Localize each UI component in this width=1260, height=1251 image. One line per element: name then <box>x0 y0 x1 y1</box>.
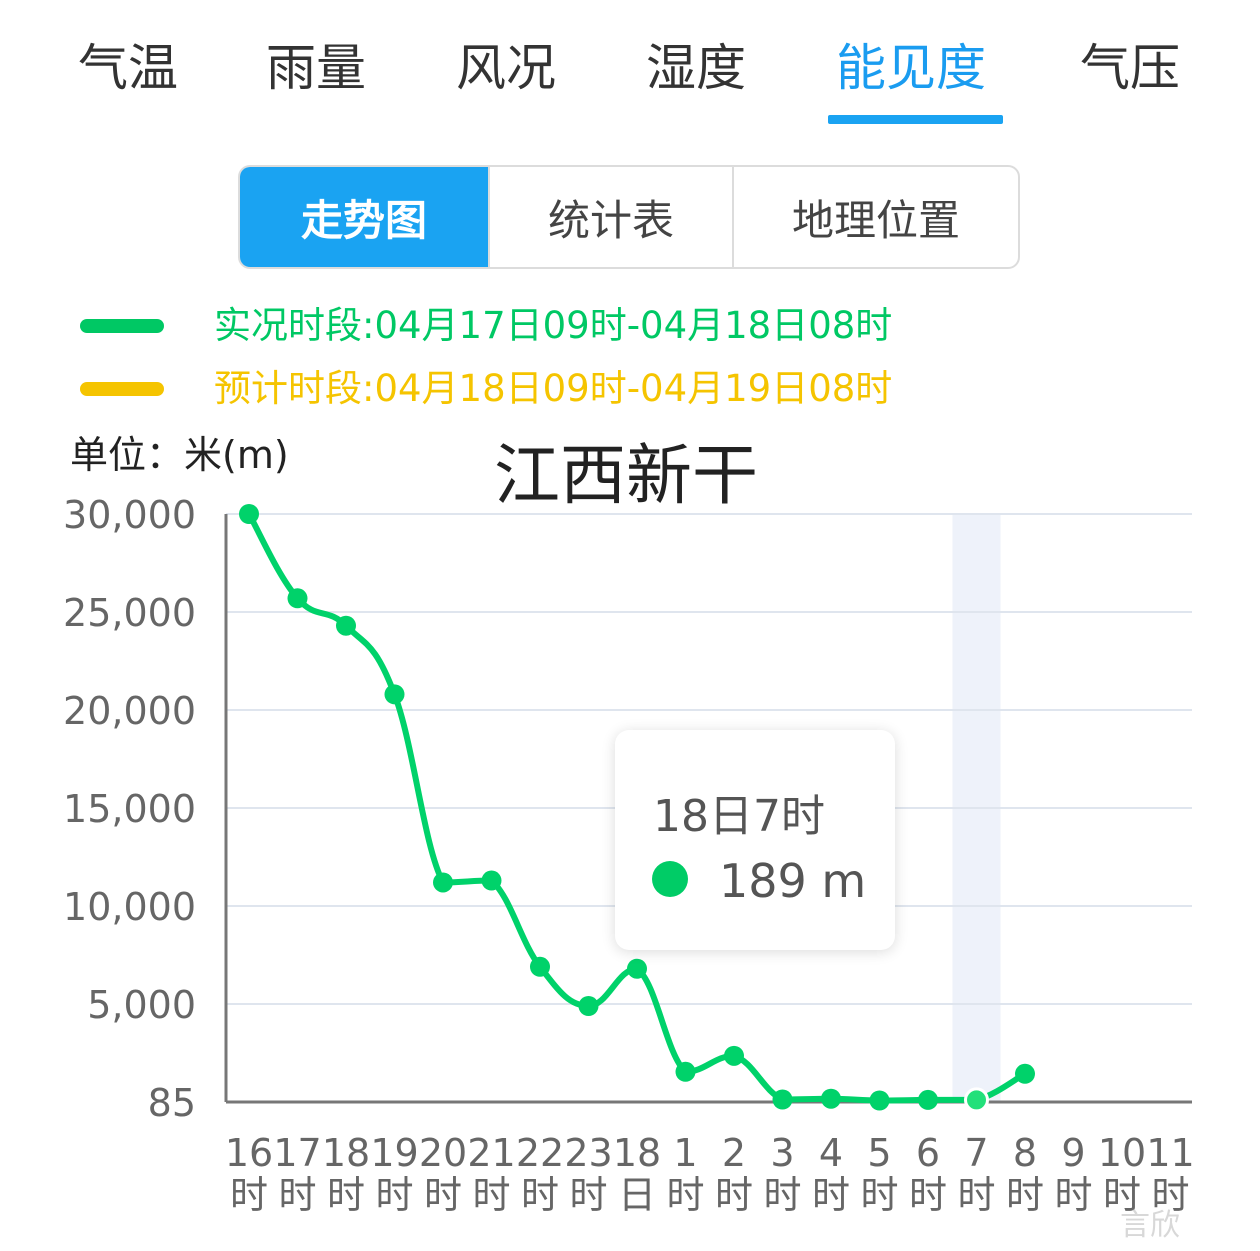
data-point[interactable] <box>239 504 259 524</box>
x-tick-label-unit: 时 <box>521 1173 559 1217</box>
unit-label: 单位：米(m) <box>70 433 289 477</box>
x-tick-label: 23 <box>564 1131 612 1175</box>
x-tick-label-unit: 时 <box>375 1173 413 1217</box>
tab-temperature[interactable]: 气温 <box>78 39 178 97</box>
x-tick-label: 5 <box>867 1131 891 1175</box>
data-point[interactable] <box>336 615 356 636</box>
x-tick-label: 22 <box>516 1131 564 1175</box>
legend-observed-label: 实况时段:04月17日09时-04月18日08时 <box>214 304 893 347</box>
x-tick-label: 9 <box>1061 1131 1085 1175</box>
x-tick-label-unit: 时 <box>666 1173 704 1217</box>
data-point[interactable] <box>287 588 308 609</box>
tab-bar: 气温 雨量 风况 湿度 能见度 气压 <box>0 0 1260 130</box>
x-tick-label-unit: 时 <box>1054 1173 1092 1217</box>
x-tick-label: 11 <box>1146 1131 1194 1175</box>
x-tick-label-unit: 时 <box>424 1173 462 1217</box>
x-tick-label-unit: 时 <box>957 1173 995 1217</box>
data-point[interactable] <box>530 956 550 977</box>
x-tick-label-unit: 时 <box>812 1173 850 1217</box>
data-point[interactable] <box>675 1061 696 1082</box>
data-point[interactable] <box>869 1090 890 1111</box>
y-tick-label: 10,000 <box>63 885 196 929</box>
data-point[interactable] <box>627 958 647 979</box>
legend-forecast: 预计时段:04月18日09时-04月19日08时 <box>0 358 1260 418</box>
x-tick-label-unit: 时 <box>1103 1173 1141 1217</box>
segment-trend-chart[interactable]: 走势图 <box>240 167 488 267</box>
x-tick-label-unit: 时 <box>327 1173 365 1217</box>
legend-observed-swatch <box>80 319 164 333</box>
y-tick-label: 85 <box>148 1081 196 1125</box>
x-tick-label: 1 <box>673 1131 697 1175</box>
segment-stats-table[interactable]: 统计表 <box>488 167 732 267</box>
x-tick-label-unit: 时 <box>569 1173 607 1217</box>
data-point[interactable] <box>384 684 405 705</box>
tab-wind[interactable]: 风况 <box>456 39 556 97</box>
y-tick-label: 20,000 <box>63 689 196 733</box>
y-tick-label: 15,000 <box>63 787 196 831</box>
x-tick-label: 4 <box>819 1131 843 1175</box>
data-point[interactable] <box>578 995 599 1016</box>
data-point[interactable] <box>481 870 502 891</box>
x-tick-label: 17 <box>273 1131 321 1175</box>
x-tick-label: 2 <box>722 1131 746 1175</box>
chart-title: 江西新干 <box>494 437 758 514</box>
chart-tooltip: 18日7时 189 m <box>615 730 895 950</box>
watermark: 言欣 <box>1120 1208 1180 1243</box>
x-tick-label: 6 <box>916 1131 940 1175</box>
tooltip-time: 18日7时 <box>653 791 825 842</box>
x-tick-label-unit: 时 <box>860 1173 898 1217</box>
x-tick-label-unit: 时 <box>1151 1173 1189 1217</box>
x-tick-label: 18 <box>322 1131 370 1175</box>
active-tab-indicator <box>828 115 1003 124</box>
x-tick-label: 18 <box>613 1131 661 1175</box>
x-tick-label-unit: 时 <box>909 1173 947 1217</box>
y-tick-label: 25,000 <box>63 591 196 635</box>
tab-humidity[interactable]: 湿度 <box>646 39 746 97</box>
data-point[interactable] <box>821 1088 841 1109</box>
legend-forecast-label: 预计时段:04月18日09时-04月19日08时 <box>214 367 893 410</box>
x-tick-label: 3 <box>770 1131 794 1175</box>
x-tick-label: 7 <box>964 1131 988 1175</box>
x-tick-label-unit: 时 <box>763 1173 801 1217</box>
y-tick-label: 5,000 <box>87 983 196 1027</box>
x-tick-label: 21 <box>467 1131 515 1175</box>
data-point[interactable] <box>918 1089 938 1110</box>
x-tick-label: 16 <box>225 1131 273 1175</box>
data-point[interactable] <box>772 1089 793 1110</box>
data-point[interactable] <box>433 872 453 893</box>
legend-forecast-swatch <box>80 382 164 396</box>
data-point[interactable] <box>1015 1063 1035 1084</box>
tooltip-value: 189 m <box>719 854 867 908</box>
tab-visibility[interactable]: 能见度 <box>836 39 986 97</box>
view-switch: 走势图 统计表 地理位置 <box>238 165 1020 269</box>
x-tick-label-unit: 日 <box>618 1173 656 1217</box>
x-tick-label-unit: 时 <box>278 1173 316 1217</box>
x-tick-label: 8 <box>1013 1131 1037 1175</box>
data-point[interactable] <box>964 1087 989 1113</box>
x-tick-label-unit: 时 <box>715 1173 753 1217</box>
tab-rainfall[interactable]: 雨量 <box>266 39 366 97</box>
data-point[interactable] <box>724 1045 744 1066</box>
y-tick-label: 30,000 <box>63 493 196 537</box>
x-tick-label: 19 <box>370 1131 418 1175</box>
x-tick-label: 20 <box>419 1131 467 1175</box>
tab-pressure[interactable]: 气压 <box>1080 39 1180 97</box>
legend-observed: 实况时段:04月17日09时-04月18日08时 <box>0 295 1260 355</box>
x-tick-label-unit: 时 <box>1006 1173 1044 1217</box>
x-tick-label-unit: 时 <box>472 1173 510 1217</box>
x-tick-label-unit: 时 <box>230 1173 268 1217</box>
tooltip-series-dot <box>652 861 688 897</box>
segment-geo-location[interactable]: 地理位置 <box>732 167 1018 267</box>
x-tick-label: 10 <box>1098 1131 1146 1175</box>
